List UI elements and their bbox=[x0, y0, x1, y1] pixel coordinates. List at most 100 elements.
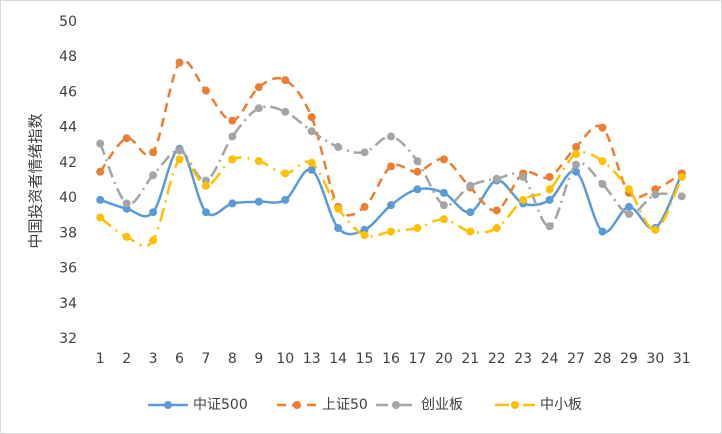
data-point bbox=[413, 185, 422, 194]
data-point bbox=[545, 172, 554, 181]
data-point bbox=[439, 155, 448, 164]
data-point bbox=[360, 202, 369, 211]
data-point bbox=[466, 227, 475, 236]
data-point bbox=[122, 232, 131, 241]
legend-label: 上证50 bbox=[322, 397, 368, 413]
data-point bbox=[201, 86, 210, 95]
data-point bbox=[387, 162, 395, 171]
x-tick-label: 17 bbox=[409, 351, 427, 367]
data-point bbox=[413, 157, 422, 166]
data-point bbox=[651, 190, 660, 199]
legend-marker bbox=[392, 401, 400, 409]
data-point bbox=[307, 113, 316, 122]
data-point bbox=[360, 231, 369, 240]
data-point bbox=[492, 174, 501, 183]
data-point bbox=[175, 155, 184, 164]
data-point bbox=[281, 107, 290, 116]
data-point bbox=[334, 224, 343, 233]
y-tick-label: 48 bbox=[59, 49, 77, 65]
data-point bbox=[651, 225, 660, 234]
data-point bbox=[149, 171, 158, 180]
data-point bbox=[598, 123, 607, 132]
y-tick-label: 40 bbox=[59, 190, 77, 206]
data-point bbox=[439, 215, 448, 224]
data-point bbox=[545, 222, 554, 231]
data-point bbox=[281, 195, 290, 204]
data-point bbox=[96, 139, 105, 148]
x-tick-label: 22 bbox=[488, 351, 506, 367]
data-point bbox=[201, 181, 210, 190]
x-tick-label: 30 bbox=[646, 351, 664, 367]
data-point bbox=[466, 181, 475, 190]
data-point bbox=[175, 146, 184, 155]
x-tick-label: 28 bbox=[594, 351, 612, 367]
data-point bbox=[519, 172, 528, 181]
data-point bbox=[96, 213, 105, 222]
x-tick-label: 29 bbox=[620, 351, 638, 367]
data-point bbox=[254, 157, 263, 166]
data-point bbox=[307, 127, 316, 136]
data-point bbox=[254, 104, 263, 113]
data-point bbox=[413, 224, 422, 233]
y-tick-label: 44 bbox=[59, 120, 77, 136]
data-point bbox=[149, 236, 158, 245]
data-point bbox=[572, 150, 581, 159]
y-axis-label: 中国投资者情绪指数 bbox=[27, 113, 45, 248]
x-tick-label: 23 bbox=[514, 351, 532, 367]
data-point bbox=[281, 169, 290, 178]
data-point bbox=[439, 201, 448, 210]
data-point bbox=[334, 204, 343, 213]
data-point bbox=[149, 148, 158, 157]
y-tick-label: 34 bbox=[59, 296, 77, 312]
x-tick-label: 9 bbox=[254, 351, 263, 367]
data-point bbox=[96, 195, 105, 204]
x-tick-label: 21 bbox=[461, 351, 479, 367]
data-point bbox=[254, 197, 263, 206]
data-point bbox=[122, 199, 131, 208]
y-tick-label: 50 bbox=[59, 14, 77, 30]
data-point bbox=[387, 132, 395, 141]
data-point bbox=[307, 158, 316, 167]
data-point bbox=[149, 208, 158, 217]
x-tick-label: 2 bbox=[122, 351, 131, 367]
data-point bbox=[175, 58, 184, 67]
x-tick-label: 16 bbox=[382, 351, 400, 367]
data-point bbox=[545, 185, 554, 194]
legend-marker bbox=[511, 401, 519, 409]
data-point bbox=[466, 208, 475, 217]
data-point bbox=[572, 160, 581, 169]
y-tick-label: 38 bbox=[59, 225, 77, 241]
y-tick-label: 32 bbox=[59, 331, 77, 347]
data-point bbox=[598, 157, 607, 166]
data-point bbox=[228, 116, 237, 125]
data-point bbox=[122, 134, 131, 143]
data-point bbox=[228, 132, 237, 141]
data-point bbox=[572, 167, 581, 176]
y-tick-label: 36 bbox=[59, 261, 77, 277]
x-tick-label: 27 bbox=[567, 351, 585, 367]
x-tick-label: 10 bbox=[276, 351, 294, 367]
x-tick-label: 7 bbox=[201, 351, 210, 367]
x-tick-label: 24 bbox=[541, 351, 559, 367]
x-tick-label: 15 bbox=[356, 351, 374, 367]
data-point bbox=[254, 83, 263, 92]
x-tick-label: 8 bbox=[228, 351, 237, 367]
data-point bbox=[228, 199, 237, 208]
x-tick-label: 20 bbox=[435, 351, 453, 367]
x-tick-label: 13 bbox=[303, 351, 321, 367]
y-tick-label: 46 bbox=[59, 84, 77, 100]
x-tick-label: 1 bbox=[96, 351, 105, 367]
data-point bbox=[545, 195, 554, 204]
x-tick-label: 3 bbox=[149, 351, 158, 367]
data-point bbox=[598, 180, 607, 189]
data-point bbox=[677, 172, 686, 181]
data-point bbox=[492, 206, 501, 215]
data-point bbox=[624, 209, 633, 218]
data-point bbox=[572, 143, 581, 152]
data-point bbox=[96, 167, 105, 176]
data-point bbox=[307, 165, 316, 174]
data-point bbox=[439, 188, 448, 197]
data-point bbox=[492, 224, 501, 233]
data-point bbox=[228, 155, 237, 164]
